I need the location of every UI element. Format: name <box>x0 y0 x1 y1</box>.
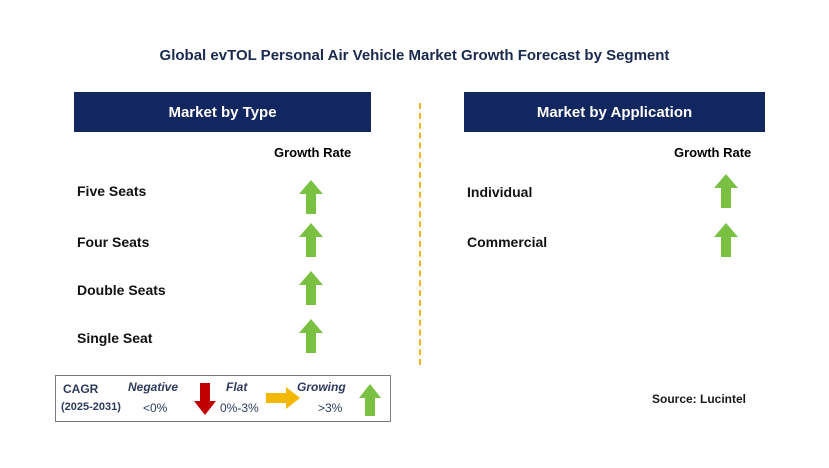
type-row-label-double-seats: Double Seats <box>77 282 166 298</box>
legend-cagr-label: CAGR <box>63 382 99 396</box>
green-up-arrow-icon <box>714 223 738 257</box>
application-growth-rate-label: Growth Rate <box>674 145 752 160</box>
application-row-label-individual: Individual <box>467 184 533 200</box>
legend-flat-range: 0%-3% <box>220 401 259 415</box>
green-up-arrow-icon <box>299 271 323 305</box>
green-up-arrow-icon <box>299 319 323 353</box>
legend-growing-range: >3% <box>318 401 343 415</box>
type-row-label-single-seat: Single Seat <box>77 330 153 346</box>
source-note: Source: Lucintel <box>652 392 747 406</box>
legend-negative-label: Negative <box>128 380 179 394</box>
legend-growing-label: Growing <box>297 380 346 394</box>
red-down-arrow-icon <box>194 383 216 415</box>
yellow-right-arrow-icon <box>266 387 300 409</box>
legend-period: (2025-2031) <box>61 401 121 413</box>
type-panel-header: Market by Type <box>74 92 371 132</box>
chart-title: Global evTOL Personal Air Vehicle Market… <box>159 47 670 64</box>
application-row-label-commercial: Commercial <box>467 234 548 250</box>
green-up-arrow-icon <box>714 174 738 208</box>
type-growth-rate-label: Growth Rate <box>274 145 352 160</box>
cagr-legend: CAGR (2025-2031) Negative <0% Flat 0%-3%… <box>55 375 391 422</box>
application-panel-header: Market by Application <box>464 92 765 132</box>
green-up-arrow-icon <box>359 384 381 416</box>
legend-negative-range: <0% <box>143 401 168 415</box>
green-up-arrow-icon <box>299 223 323 257</box>
type-row-label-five-seats: Five Seats <box>77 183 147 199</box>
legend-flat-label: Flat <box>226 380 248 394</box>
type-row-label-four-seats: Four Seats <box>77 234 150 250</box>
green-up-arrow-icon <box>299 180 323 214</box>
panel-divider <box>419 103 421 365</box>
